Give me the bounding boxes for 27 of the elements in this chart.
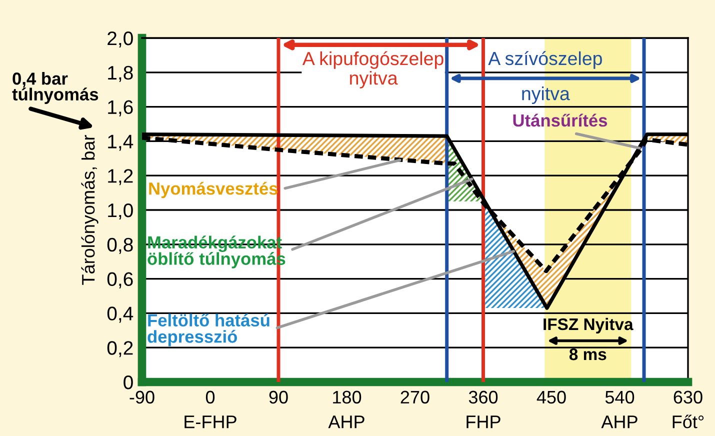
y-tick-label: 0,8 <box>107 238 133 254</box>
x-tick-label: 180 AHP <box>328 390 364 428</box>
y-tick-label: 1,8 <box>108 66 133 82</box>
annotation: A szívószelep nyitva <box>488 51 602 104</box>
x-tick-label: 360 FHP <box>466 390 500 428</box>
x-tick-label: 630 Főt° <box>672 390 704 428</box>
y-tick-label: 1,4 <box>108 134 134 151</box>
y-tick-label: 1,0 <box>108 203 133 220</box>
y-axis-title: Tárolónyomás, bar <box>81 135 98 285</box>
x-tick-label: 540 AHP <box>601 390 638 428</box>
band-label: IFSZ Nyitva 8 ms <box>544 318 634 360</box>
y-tick-label: 0,4 <box>107 306 134 323</box>
annotation: A kipufogószelep nyitva <box>302 51 444 88</box>
x-tick-label: 450 <box>536 390 566 404</box>
annotation: Feltöltő hatású depresszió <box>148 314 270 346</box>
y-tick-label: 2,0 <box>108 31 133 48</box>
x-tick-label: 0 E-FHP <box>184 390 236 428</box>
y-tick-label: 0,2 <box>107 341 133 358</box>
y-tick-label: 1,2 <box>108 169 133 186</box>
x-tick-label: 270 <box>400 390 430 404</box>
y-tick-label: 0 <box>124 375 133 390</box>
x-tick-label: 90 <box>269 390 288 404</box>
x-tick-label: -90 <box>130 390 154 404</box>
annotation: Utánsűrítés <box>513 114 608 127</box>
y-tick-label: 0,6 <box>107 272 133 288</box>
y-tick-label: 1,6 <box>108 100 133 116</box>
text: 0,4 bar túlnyomás <box>12 72 98 104</box>
